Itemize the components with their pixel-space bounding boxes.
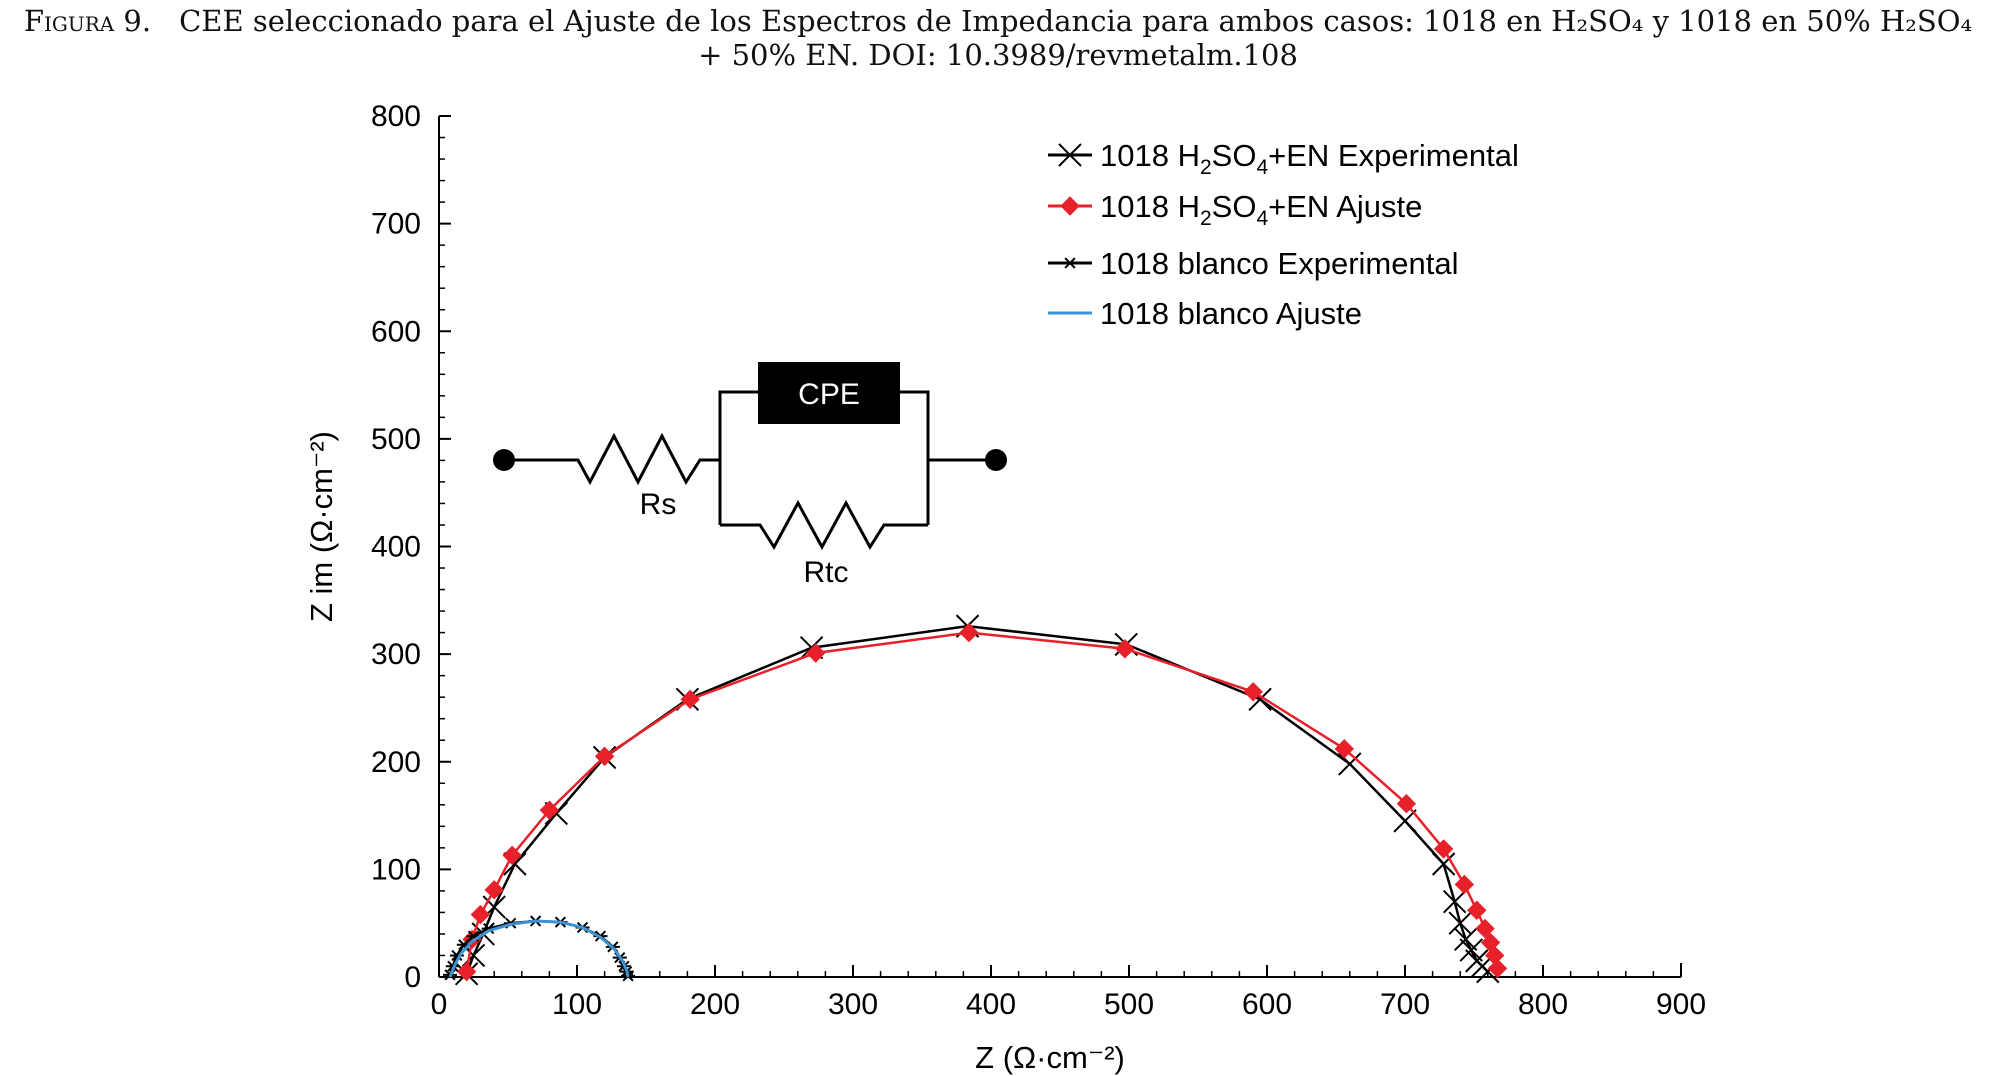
circuit-parallel-top-wire-right	[900, 390, 930, 525]
data-point-diamond-marker	[1243, 682, 1263, 702]
axes: 0 100 200 300 400 500 600 700 800 900 0 100 200 300 40…	[304, 100, 1706, 1075]
data-point-x-marker	[1442, 889, 1467, 914]
legend-entry-1: 1018 H2SO4+EN Experimental	[1048, 138, 1519, 179]
series-1	[454, 614, 1500, 986]
x-tick-label: 0	[431, 988, 448, 1021]
caption-line-1: Figura 9. CEE seleccionado para el Ajuste…	[0, 4, 1996, 38]
series-4	[448, 919, 630, 978]
series-line	[448, 919, 630, 978]
circuit-parallel-top-wire	[718, 390, 758, 525]
y-tick-label: 700	[371, 208, 421, 241]
x-tick-label: 600	[1242, 988, 1292, 1021]
series-line	[465, 624, 1489, 975]
x-tick-label: 900	[1656, 988, 1706, 1021]
legend-label: 1018 blanco Ajuste	[1100, 296, 1362, 331]
data-point-asterisk-marker	[1063, 257, 1077, 269]
x-tick-label: 300	[828, 988, 878, 1021]
series-2	[456, 622, 1508, 982]
data-point-diamond-marker	[456, 961, 477, 982]
series-layer	[443, 614, 1508, 986]
data-point-diamond-marker	[1334, 739, 1354, 759]
data-point-x-marker	[1448, 911, 1472, 935]
legend-label: 1018 H2SO4+EN Experimental	[1100, 138, 1519, 179]
data-point-diamond-marker	[484, 880, 504, 900]
circuit-rs-resistor	[504, 432, 720, 486]
data-point-x-marker	[1454, 927, 1478, 952]
legend-entry-4: 1018 blanco Ajuste	[1048, 296, 1362, 331]
data-point-diamond-marker	[1060, 196, 1080, 216]
x-axis-title: Z (Ω·cm⁻²)	[975, 1040, 1125, 1075]
data-point-diamond-marker	[470, 904, 491, 925]
circuit-cpe-label: CPE	[798, 378, 860, 411]
y-tick-label: 500	[371, 423, 421, 456]
y-tick-label: 400	[371, 531, 421, 564]
data-point-x-marker	[1058, 143, 1082, 167]
circuit-rtc-label: Rtc	[804, 556, 849, 589]
legend-label: 1018 blanco Experimental	[1100, 246, 1458, 281]
legend: 1018 H2SO4+EN Experimental 1018 H2SO4+EN …	[1048, 138, 1519, 331]
data-point-diamond-marker	[1487, 958, 1508, 979]
data-point-diamond-marker	[539, 800, 560, 820]
legend-entry-2: 1018 H2SO4+EN Ajuste	[1048, 189, 1422, 230]
caption-text-1: CEE seleccionado para el Ajuste de los E…	[179, 4, 1973, 38]
x-tick-label: 800	[1518, 988, 1568, 1021]
y-tick-label: 800	[371, 100, 421, 133]
data-point-x-marker	[1459, 938, 1483, 962]
y-tick-label: 100	[371, 853, 421, 886]
data-point-diamond-marker	[1115, 639, 1135, 659]
data-point-x-marker	[1393, 809, 1417, 833]
data-point-diamond-marker	[1433, 839, 1454, 859]
data-point-diamond-marker	[959, 622, 979, 643]
circuit-cpe-element	[758, 362, 900, 424]
y-axis-title: Z im (Ω·cm⁻²)	[304, 431, 339, 622]
data-point-diamond-marker	[1467, 900, 1487, 920]
y-tick-label: 0	[404, 961, 421, 994]
x-tick-label: 700	[1380, 988, 1430, 1021]
circuit-rtc-resistor	[720, 499, 928, 551]
legend-label: 1018 H2SO4+EN Ajuste	[1100, 189, 1422, 230]
x-tick-label: 500	[1104, 988, 1154, 1021]
y-tick-label: 200	[371, 746, 421, 779]
data-point-diamond-marker	[806, 643, 826, 663]
x-tick-label: 200	[690, 988, 740, 1021]
series-line	[465, 631, 1499, 972]
caption-line-2: + 50% EN. DOI: 10.3989/revmetalm.108	[698, 38, 1298, 72]
caption-label: Figura 9.	[23, 4, 152, 38]
data-point-diamond-marker	[680, 689, 700, 710]
y-tick-label: 600	[371, 315, 421, 348]
data-point-diamond-marker	[502, 845, 522, 866]
x-tick-label: 400	[966, 988, 1016, 1021]
data-point-diamond-marker	[1454, 874, 1475, 895]
x-tick-label: 100	[552, 988, 602, 1021]
equivalent-circuit-diagram: CPE Rs Rtc	[493, 362, 1007, 589]
y-tick-label: 300	[371, 638, 421, 671]
data-point-diamond-marker	[1475, 918, 1495, 939]
figure-caption: Figura 9. CEE seleccionado para el Ajuste…	[0, 4, 1996, 72]
circuit-rs-label: Rs	[640, 488, 677, 521]
data-point-diamond-marker	[1396, 794, 1417, 814]
legend-entry-3: 1018 blanco Experimental	[1048, 246, 1458, 281]
data-point-x-marker	[1431, 852, 1456, 876]
data-point-diamond-marker	[594, 746, 615, 767]
